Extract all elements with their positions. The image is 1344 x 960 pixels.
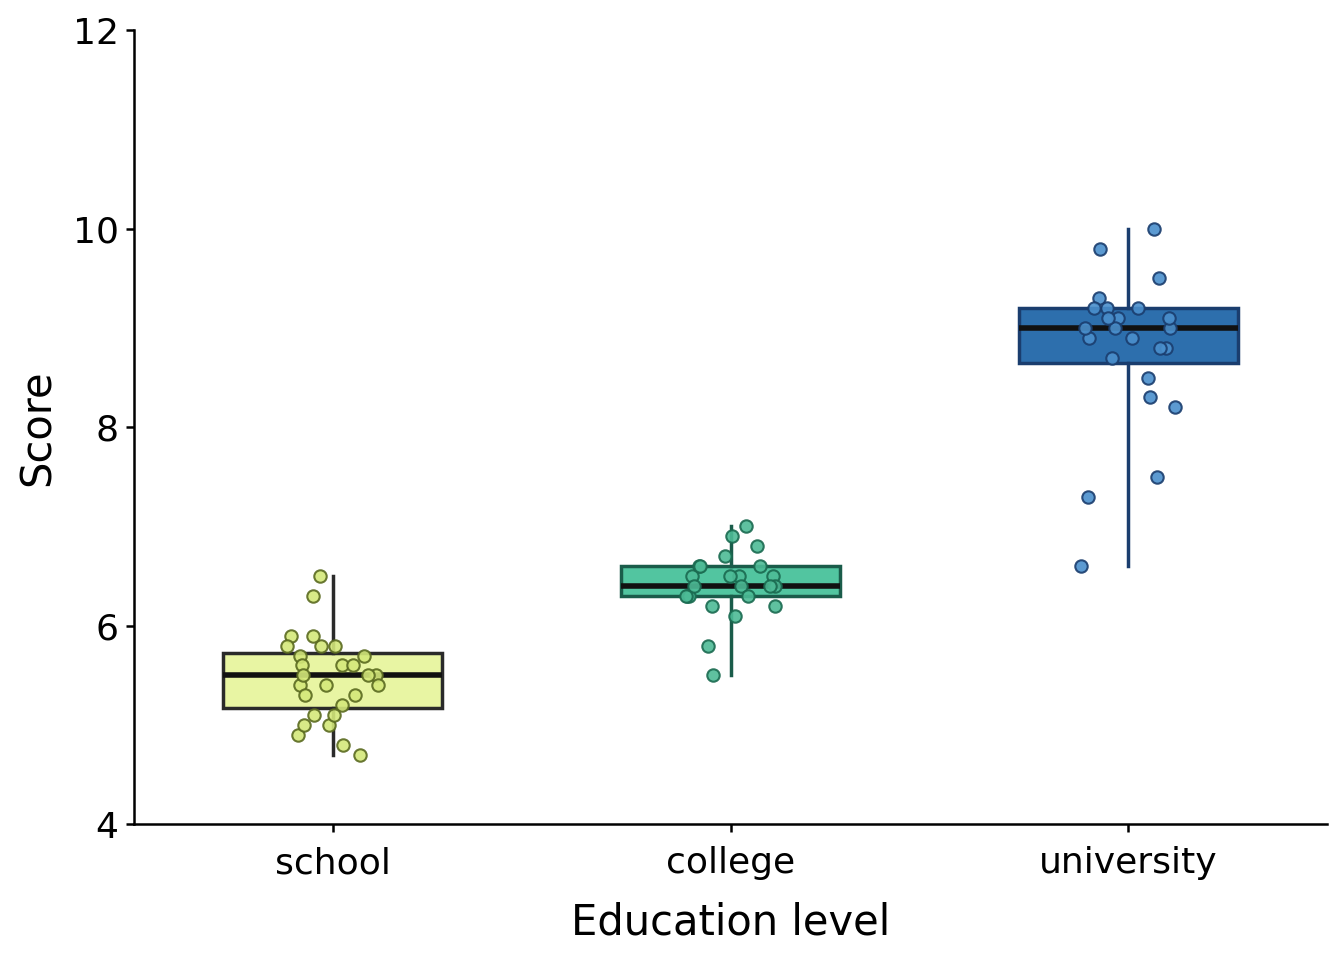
- Point: [344, 687, 366, 703]
- PathPatch shape: [621, 566, 840, 596]
- Point: [696, 638, 718, 654]
- Point: [1146, 469, 1168, 485]
- Point: [332, 658, 353, 673]
- Point: [294, 687, 316, 703]
- Point: [1095, 300, 1117, 316]
- Point: [681, 568, 703, 584]
- Point: [324, 638, 345, 654]
- Point: [302, 588, 324, 604]
- Point: [722, 529, 743, 544]
- Point: [719, 568, 741, 584]
- Point: [288, 728, 309, 743]
- Point: [1078, 330, 1099, 346]
- Point: [1070, 559, 1091, 574]
- Point: [1089, 291, 1110, 306]
- Point: [309, 568, 331, 584]
- Point: [735, 518, 757, 534]
- Point: [324, 708, 345, 723]
- Point: [1148, 271, 1169, 286]
- Point: [292, 668, 313, 684]
- Point: [304, 708, 325, 723]
- Point: [1103, 321, 1125, 336]
- Point: [714, 548, 735, 564]
- Point: [724, 608, 746, 623]
- Point: [1101, 350, 1122, 366]
- Point: [1144, 221, 1165, 236]
- Point: [730, 578, 751, 593]
- Point: [293, 717, 314, 732]
- Point: [310, 638, 332, 654]
- Point: [684, 578, 706, 593]
- Point: [289, 678, 310, 693]
- Point: [765, 598, 786, 613]
- Point: [353, 648, 375, 663]
- Point: [1159, 310, 1180, 325]
- Point: [759, 578, 781, 593]
- Point: [289, 648, 310, 663]
- Point: [1097, 310, 1118, 325]
- Point: [1128, 300, 1149, 316]
- Point: [277, 638, 298, 654]
- Point: [1137, 370, 1159, 385]
- Point: [1077, 489, 1098, 504]
- Point: [1083, 300, 1105, 316]
- Point: [1156, 340, 1177, 355]
- Point: [333, 737, 355, 753]
- Point: [316, 678, 337, 693]
- Point: [302, 628, 324, 643]
- Point: [366, 668, 387, 684]
- Point: [702, 598, 723, 613]
- Point: [1074, 321, 1095, 336]
- X-axis label: Education level: Education level: [571, 901, 890, 944]
- Point: [1140, 390, 1161, 405]
- Point: [280, 628, 301, 643]
- Point: [341, 658, 363, 673]
- Point: [738, 588, 759, 604]
- Point: [679, 588, 700, 604]
- PathPatch shape: [223, 653, 442, 708]
- Point: [367, 678, 388, 693]
- Point: [689, 559, 711, 574]
- Point: [762, 568, 784, 584]
- Y-axis label: Score: Score: [16, 369, 59, 486]
- PathPatch shape: [1019, 308, 1238, 363]
- Point: [292, 658, 313, 673]
- Point: [746, 539, 767, 554]
- Point: [1107, 310, 1129, 325]
- Point: [765, 578, 786, 593]
- Point: [317, 717, 339, 732]
- Point: [749, 559, 770, 574]
- Point: [332, 698, 353, 713]
- Point: [1164, 399, 1185, 415]
- Point: [1160, 321, 1181, 336]
- Point: [1149, 340, 1171, 355]
- Point: [688, 559, 710, 574]
- Point: [676, 588, 698, 604]
- Point: [702, 668, 723, 684]
- Point: [349, 747, 371, 762]
- Point: [1122, 330, 1144, 346]
- Point: [358, 668, 379, 684]
- Point: [1089, 241, 1110, 256]
- Point: [728, 568, 750, 584]
- Point: [676, 588, 698, 604]
